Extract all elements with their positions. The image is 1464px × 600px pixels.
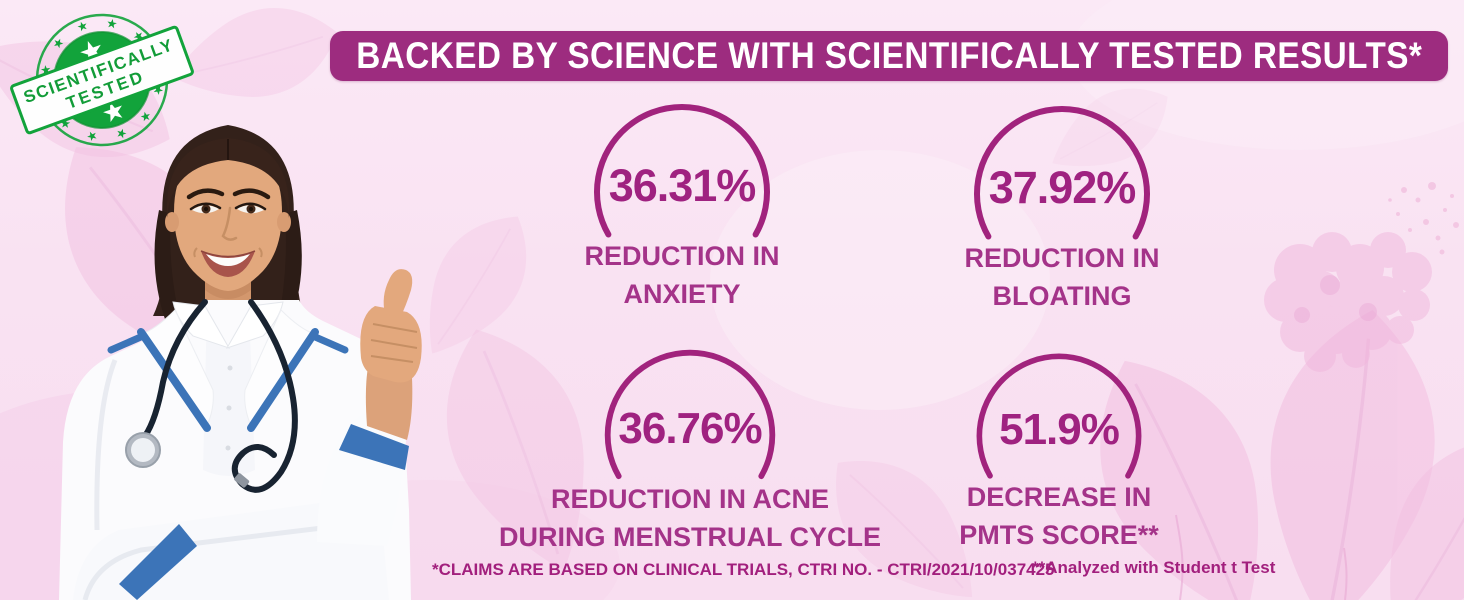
stat-circle: 37.92% [967,99,1157,289]
stat-anxiety: 36.31% REDUCTION IN ANXIETY [472,97,892,313]
stat-circle: 51.9% [970,347,1148,525]
stat-pmts: 51.9% DECREASE IN PMTS SCORE** [849,347,1269,554]
footnote-analysis: **Analyzed with Student t Test [1032,558,1276,577]
stat-value: 36.31% [608,160,757,211]
stethoscope [125,299,298,493]
stat-label: REDUCTION IN BLOATING [964,243,1160,311]
footnote-claims: *CLAIMS ARE BASED ON CLINICAL TRIALS, CT… [432,560,1055,579]
stat-value: 36.76% [618,404,762,453]
headline-text: BACKED BY SCIENCE WITH SCIENTIFICALLY TE… [355,35,1423,76]
stat-bloating: 37.92% REDUCTION IN BLOATING [852,99,1272,315]
stat-label: DECREASE IN PMTS SCORE** [959,482,1159,550]
doctor-photo [59,125,422,600]
stat-circle: 36.31% [587,97,777,287]
stat-acne: 36.76% REDUCTION IN ACNE DURING MENSTRUA… [480,343,900,556]
stat-label: REDUCTION IN ACNE DURING MENSTRUAL CYCLE [498,484,881,552]
stat-value: 37.92% [988,162,1137,213]
spatter-dots [1388,182,1459,255]
stat-value: 51.9% [999,405,1120,454]
flower-cluster [1264,232,1432,372]
headline-banner: BACKED BY SCIENCE WITH SCIENTIFICALLY TE… [330,31,1448,81]
stat-label: REDUCTION IN ANXIETY [584,241,780,309]
stat-circle: 36.76% [598,343,782,527]
scientifically-tested-stamp: SCIENTIFICALLY TESTED [10,13,194,147]
